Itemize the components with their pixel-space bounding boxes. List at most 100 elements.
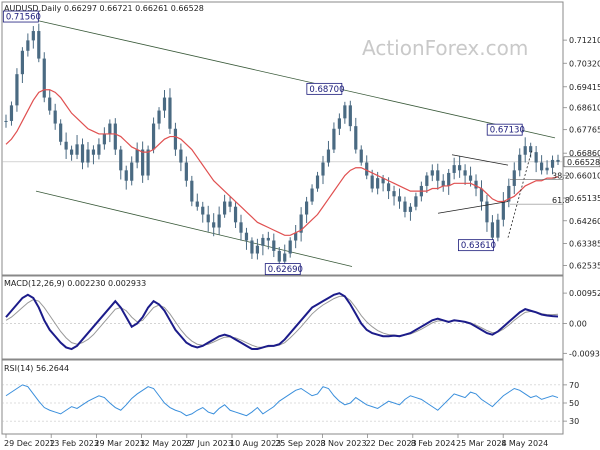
candle-body [48,97,52,111]
candle-body [540,162,544,171]
candle-body [69,149,74,155]
moving-average-line [5,89,559,236]
candle-body [250,240,254,254]
candle-body [228,201,232,207]
price-label-text: 0.62690 [268,265,303,275]
candle-body [190,180,194,202]
candle-body [468,175,473,181]
price-tick-label: 0.63385 [569,240,600,249]
candle-body [485,201,489,223]
channel-lines [2,19,563,267]
candle-body [277,250,281,262]
candle-body [255,245,260,254]
triangle-lower-line [437,201,509,214]
candle-body [141,149,145,176]
candle-body [397,196,402,202]
macd-tick-label: 0.009524 [569,289,600,298]
candle-body [376,178,380,189]
candle-body [86,149,90,163]
candle-body [354,126,358,150]
candle-body [201,206,205,215]
price-tick-label: 0.62535 [569,262,600,271]
candle-body [135,149,139,163]
candle-body [550,159,555,168]
candle-body [195,201,199,207]
date-tick-label: 8 May 2024 [501,439,548,448]
candle-body [162,97,167,111]
candle-body [386,183,391,192]
candle-body [447,172,451,186]
candle-body [179,149,183,163]
candle-body [556,159,560,162]
candle-body [288,240,292,254]
candle-body [4,120,8,122]
candle-body [518,154,522,171]
candle-body [15,74,19,106]
candle-body [490,222,495,238]
price-label-box [458,239,494,252]
date-tick-label: 13 Feb 2023 [49,439,99,448]
candle-body [31,31,35,41]
candle-body [151,123,156,150]
current-price-badge [563,156,600,168]
candle-body [168,97,172,129]
triangle-upper-line [451,154,509,166]
price-label-box [2,10,39,23]
candle-body [239,222,243,233]
candle-body [458,165,462,171]
candle-body [64,141,68,150]
candle-body [244,232,249,241]
main-panel-frame [1,1,564,276]
rsi-tick-label: 30 [569,417,579,426]
price-tick-label: 0.68610 [569,104,600,113]
rsi-line [5,384,559,417]
date-tick-label: 29 Dec 2022 [4,439,55,448]
rsi-axis: 70 50 30 [563,381,579,426]
fib-38-label: 38.2 [552,171,570,180]
price-tick-label: 0.66010 [569,171,600,180]
candle-body [53,110,57,124]
price-label-box [264,263,301,275]
watermark: ActionForex.com [362,36,528,60]
candle-body [97,144,101,155]
macd-lines [2,292,563,351]
rsi-tick-label: 50 [569,399,579,408]
candle-body [212,222,216,228]
candle-body [261,237,265,246]
candle-body [233,206,238,223]
candle-body [332,128,336,150]
candle-body [337,118,341,129]
candle-body [474,180,478,189]
candle-body [348,105,352,127]
candle-body [157,110,161,124]
candle-body [20,50,24,75]
candle-body [310,188,314,202]
candle-body [266,237,270,241]
candle-body [381,178,385,184]
macd-panel-frame [1,275,564,360]
symbol-line: AUDUSD,Daily 0.66297 0.66721 0.66261 0.6… [4,4,204,13]
macd-axis: 0.009524 0.00 -0.00935 [563,289,600,358]
candle-body [408,206,413,212]
macd-tick-label: 0.00 [569,320,587,329]
candle-body [223,201,227,215]
moving-average [5,89,559,236]
candle-body [436,170,440,181]
candle-body [321,162,325,176]
price-tick-label: 0.66860 [569,149,600,158]
candle-body [37,31,41,59]
candle-body [392,191,396,197]
candle-body [545,167,549,171]
price-label-text: 0.68700 [309,85,344,95]
price-label-box [486,123,523,136]
macd-panel: MACD(12,26,9) 0.002230 0.002933 0.009524… [1,275,600,360]
candle-body [91,149,96,155]
candle-body [272,240,276,251]
date-tick-label: 27 Jun 2023 [185,439,233,448]
candle-body [130,162,134,181]
candle-body [102,133,106,145]
price-candles [4,23,560,270]
candle-body [343,105,347,119]
